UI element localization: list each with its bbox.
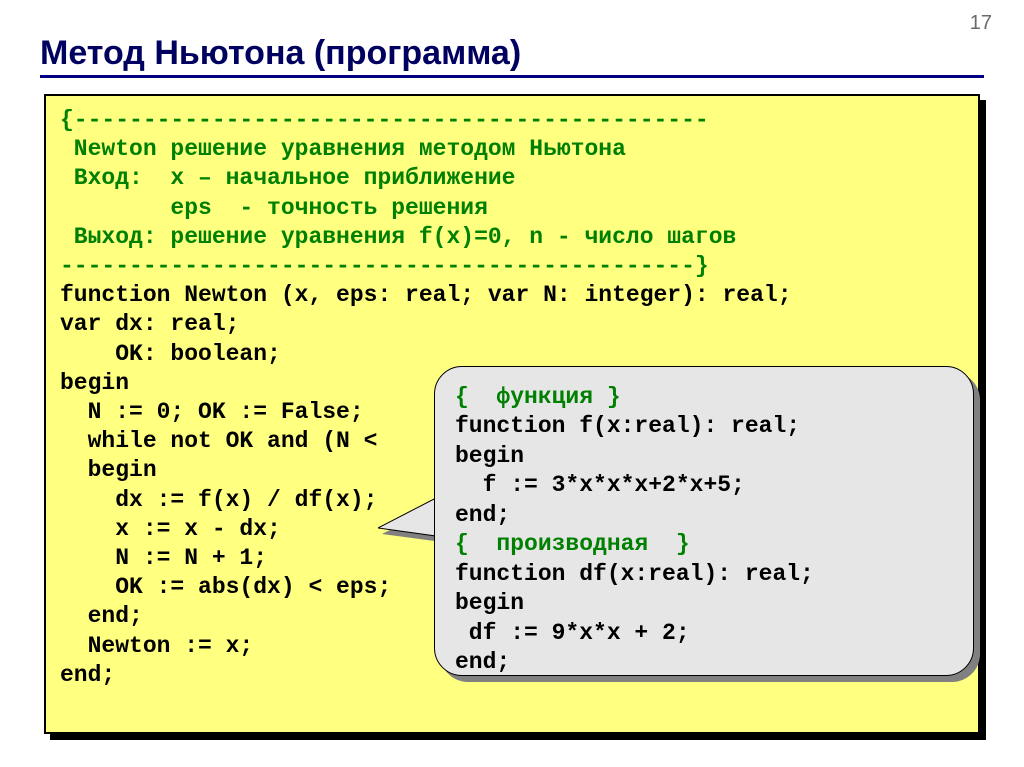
- slide: 17 Метод Ньютона (программа) {----------…: [0, 0, 1024, 767]
- code-line: var dx: real;: [60, 311, 239, 337]
- callout-tail-icon: [378, 498, 438, 548]
- code-line: ----------------------------------------…: [60, 253, 709, 279]
- code-line: Вход: x – начальное приближение: [60, 165, 515, 191]
- callout-line: function df(x:real): real;: [455, 561, 814, 587]
- code-line: eps - точность решения: [60, 195, 488, 221]
- code-line: Newton := x;: [60, 633, 253, 659]
- code-line: begin: [60, 457, 157, 483]
- callout-box: { функция } function f(x:real): real; be…: [434, 366, 974, 676]
- code-line: Выход: решение уравнения f(x)=0, n - чис…: [60, 224, 736, 250]
- callout-line: { функция }: [455, 384, 621, 410]
- code-line: function Newton (x, eps: real; var N: in…: [60, 282, 792, 308]
- code-line: Newton решение уравнения методом Ньютона: [60, 136, 626, 162]
- callout-line: function f(x:real): real;: [455, 413, 800, 439]
- code-line: end;: [60, 603, 143, 629]
- callout-line: df := 9*x*x + 2;: [455, 620, 690, 646]
- code-line: {---------------------------------------…: [60, 107, 709, 133]
- code-line: OK: boolean;: [60, 341, 281, 367]
- code-line: while not OK and (N <: [60, 428, 377, 454]
- code-line: N := N + 1;: [60, 545, 267, 571]
- callout-line: end;: [455, 502, 510, 528]
- code-line: end;: [60, 662, 115, 688]
- slide-title: Метод Ньютона (программа): [40, 34, 984, 73]
- code-line: N := 0; OK := False;: [60, 399, 364, 425]
- callout-line: begin: [455, 590, 524, 616]
- code-line: x := x - dx;: [60, 516, 281, 542]
- title-underline: [40, 75, 984, 78]
- callout-line: begin: [455, 443, 524, 469]
- page-number: 17: [970, 12, 992, 35]
- code-line: begin: [60, 370, 129, 396]
- callout-line: f := 3*x*x*x+2*x+5;: [455, 472, 745, 498]
- callout-line: { производная }: [455, 531, 690, 557]
- code-line: OK := abs(dx) < eps;: [60, 574, 391, 600]
- callout-line: end;: [455, 649, 510, 675]
- code-line: dx := f(x) / df(x);: [60, 487, 377, 513]
